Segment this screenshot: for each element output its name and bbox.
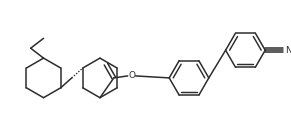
Text: N: N	[285, 46, 291, 55]
Text: O: O	[129, 71, 136, 80]
